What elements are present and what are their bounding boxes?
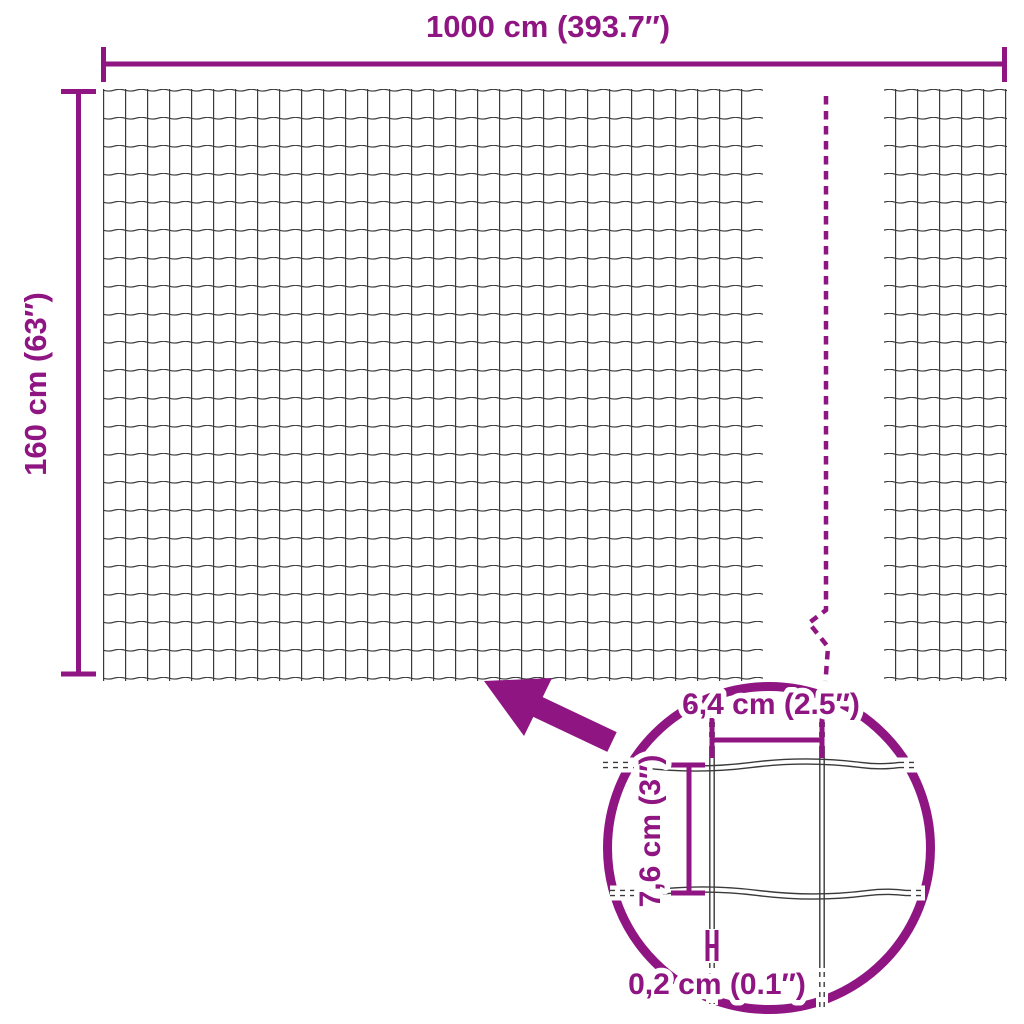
detail-wire-casings	[603, 712, 925, 1008]
height-dimension: 160 cm (63″)	[18, 89, 96, 677]
width-dimension-label: 1000 cm (393.7″)	[426, 9, 670, 44]
panel-break-line	[805, 96, 831, 682]
wire-thickness-marker	[705, 930, 719, 961]
mesh-panel-right	[884, 89, 1007, 681]
detail-zoom: 6,4 cm (2.5″) 7,6 cm (3″) 0,2 cm (0.1″)	[603, 682, 935, 1014]
mesh-cell-height-dimension	[671, 762, 705, 896]
height-dimension-label: 160 cm (63″)	[18, 292, 53, 476]
width-dimension: 1000 cm (393.7″)	[101, 9, 1007, 82]
mesh-cell-width-dimension	[709, 718, 825, 758]
zoom-arrow	[484, 678, 617, 752]
mesh-cell-width-label: 6,4 cm (2.5″)	[682, 688, 860, 721]
mesh-panel-left	[103, 89, 763, 681]
wire-thickness-label: 0,2 cm (0.1″)	[628, 968, 806, 1001]
mesh-cell-height-label: 7,6 cm (3″)	[634, 755, 667, 908]
